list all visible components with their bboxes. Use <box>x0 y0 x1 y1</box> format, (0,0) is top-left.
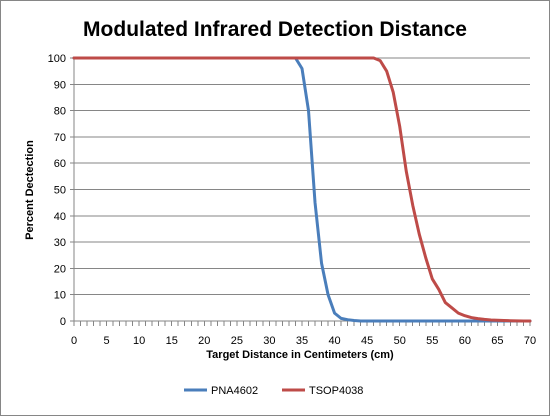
y-tick-label-90: 90 <box>54 79 66 91</box>
x-tick-label-10: 10 <box>133 335 145 347</box>
y-axis-title: Percent Dectection <box>24 140 36 240</box>
x-tick-label-5: 5 <box>104 335 110 347</box>
x-tick-label-70: 70 <box>524 335 536 347</box>
y-tick-label-50: 50 <box>54 185 66 197</box>
x-tick-label-55: 55 <box>426 335 438 347</box>
gridlines <box>74 57 530 296</box>
legend-label-pna4602: PNA4602 <box>211 385 258 397</box>
series-line-tsop4038 <box>72 56 532 323</box>
x-tick-label-60: 60 <box>459 335 471 347</box>
chart-title: Modulated Infrared Detection Distance <box>83 18 467 41</box>
x-axis-ticks <box>73 321 531 326</box>
x-tick-label-45: 45 <box>361 335 373 347</box>
x-axis-title: Target Distance in Centimeters (cm) <box>206 349 394 361</box>
legend-label-tsop4038: TSOP4038 <box>309 385 363 397</box>
x-tick-label-15: 15 <box>166 335 178 347</box>
x-axis-tick-labels: 0 5 10 15 20 25 30 35 40 45 50 55 60 65 70 <box>71 335 536 347</box>
y-tick-label-10: 10 <box>54 290 66 302</box>
y-tick-label-30: 30 <box>54 237 66 249</box>
y-tick-label-80: 80 <box>54 106 66 118</box>
x-tick-label-65: 65 <box>491 335 503 347</box>
y-tick-label-70: 70 <box>54 132 66 144</box>
x-tick-label-40: 40 <box>328 335 340 347</box>
x-tick-label-20: 20 <box>198 335 210 347</box>
y-tick-label-0: 0 <box>60 316 66 328</box>
legend: PNA4602 TSOP4038 <box>184 385 363 397</box>
x-tick-label-30: 30 <box>263 335 275 347</box>
x-tick-label-50: 50 <box>394 335 406 347</box>
y-tick-label-100: 100 <box>48 53 66 65</box>
y-tick-label-40: 40 <box>54 211 66 223</box>
x-tick-label-0: 0 <box>71 335 77 347</box>
y-tick-label-60: 60 <box>54 158 66 170</box>
y-tick-label-20: 20 <box>54 263 66 275</box>
y-axis-tick-labels: 0 10 20 30 40 50 60 70 80 90 100 <box>48 53 66 328</box>
x-tick-label-25: 25 <box>231 335 243 347</box>
x-tick-label-35: 35 <box>296 335 308 347</box>
series-lines <box>72 56 532 323</box>
